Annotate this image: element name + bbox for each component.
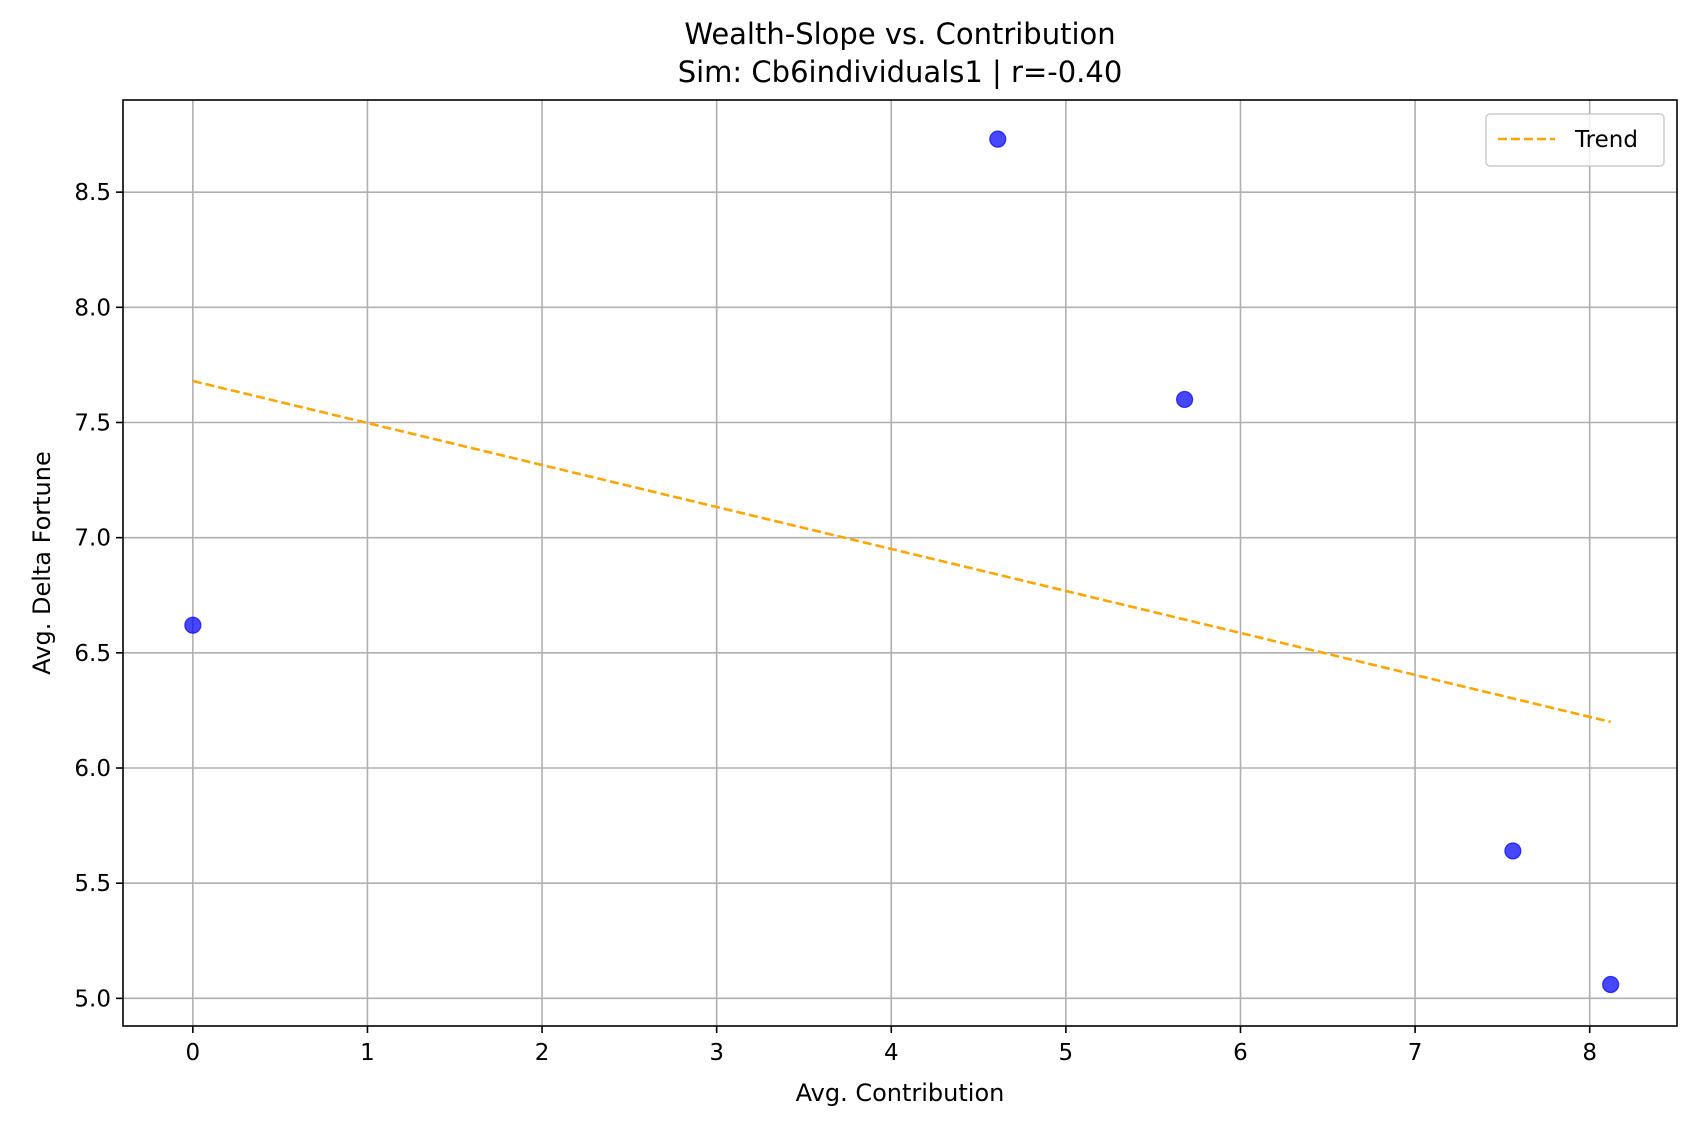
x-axis-label: Avg. Contribution	[796, 1079, 1005, 1107]
scatter-point	[1504, 842, 1522, 860]
x-tick-label: 0	[186, 1040, 201, 1066]
y-tick-label: 5.0	[74, 986, 111, 1012]
scatter-point	[989, 130, 1007, 148]
scatter-point	[184, 616, 202, 634]
x-tick-label: 5	[1059, 1040, 1074, 1066]
scatter-point	[1602, 975, 1620, 994]
grid-lines	[123, 100, 1677, 1026]
trend-line	[192, 379, 1611, 724]
x-tick-label: 4	[884, 1040, 899, 1066]
points-layer	[184, 130, 1620, 994]
legend: Trend	[1485, 113, 1665, 167]
y-axis-ticks: 5.0 5.5 6.0 6.5 7.0 7.5 8.0 8.5	[74, 180, 123, 1012]
y-tick-label: 7.5	[74, 410, 111, 436]
y-tick-label: 6.5	[74, 641, 111, 667]
x-tick-label: 1	[360, 1040, 375, 1066]
legend-box	[1485, 113, 1665, 167]
x-axis-ticks: 0 1 2 3 4 5 6 7 8	[186, 1026, 1597, 1066]
y-axis-label: Avg. Delta Fortune	[28, 451, 56, 674]
legend-trend-label: Trend	[1574, 127, 1638, 153]
x-tick-label: 3	[709, 1040, 724, 1066]
scatter-point	[1176, 390, 1194, 409]
y-tick-label: 5.5	[74, 871, 111, 897]
x-tick-label: 8	[1582, 1040, 1597, 1066]
y-tick-label: 8.0	[74, 295, 111, 321]
y-tick-label: 6.0	[74, 756, 111, 782]
y-tick-label: 7.0	[74, 526, 111, 552]
x-tick-label: 2	[535, 1040, 550, 1066]
y-tick-label: 8.5	[74, 180, 111, 206]
chart-subtitle: Sim: Cb6individuals1 | r=-0.40	[678, 55, 1123, 89]
x-tick-label: 7	[1408, 1040, 1423, 1066]
trend-layer	[192, 379, 1611, 724]
x-tick-label: 6	[1233, 1040, 1248, 1066]
plot-frame	[122, 99, 1678, 1027]
chart-title: Wealth-Slope vs. Contribution	[684, 17, 1115, 51]
